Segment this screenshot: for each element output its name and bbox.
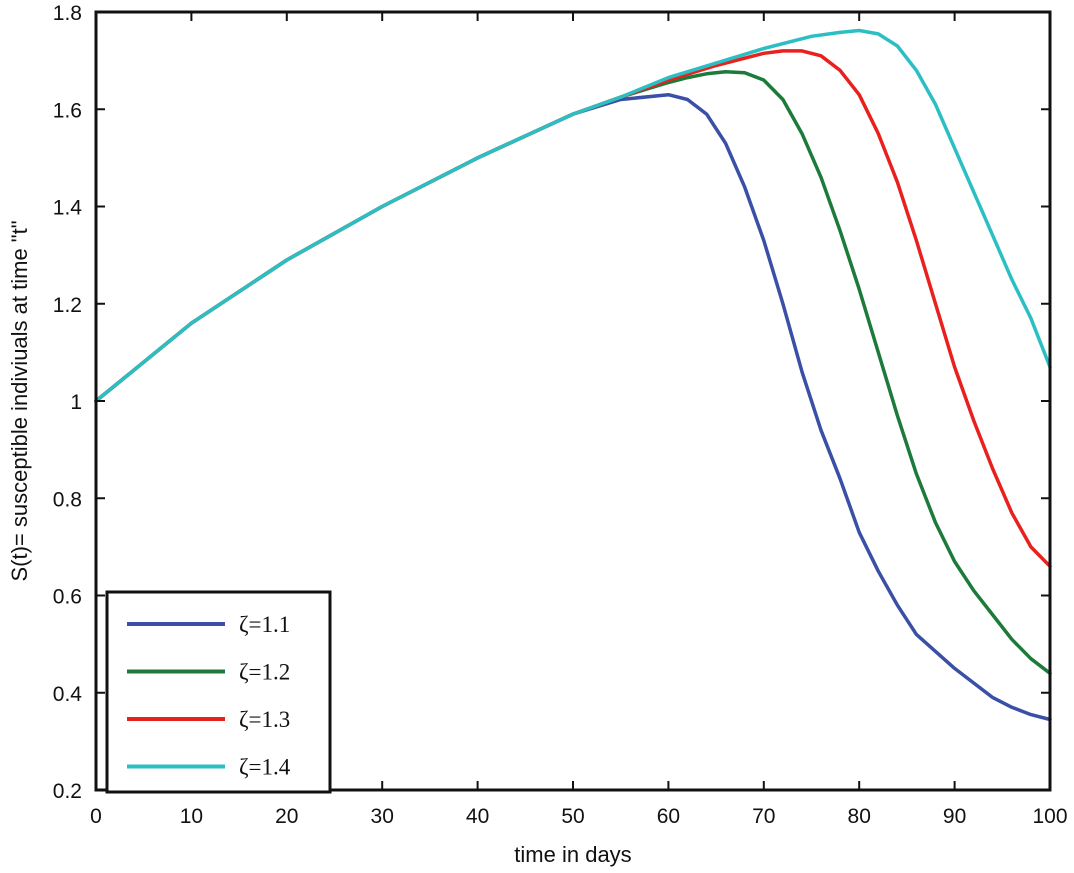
series-group [94, 28, 1052, 722]
x-axis-ticks: 0 10 20 30 40 50 60 70 80 90 100 [90, 12, 1068, 828]
y-tick-label: 1 [70, 391, 82, 414]
x-tick-label: 60 [657, 805, 680, 828]
x-tick-label: 50 [561, 805, 584, 828]
y-axis-ticks: 0.2 0.4 0.6 0.8 1 1.2 1.4 1.6 1.8 [53, 2, 1050, 803]
y-tick-label: 1.8 [53, 2, 82, 25]
legend-label-3: ζ=1.3 [239, 707, 290, 732]
y-axis-label: S(t)= susceptible indiviuals at time "t" [7, 220, 32, 581]
y-tick-label: 1.6 [53, 99, 82, 122]
legend-label-1: ζ=1.1 [239, 612, 290, 637]
x-tick-label: 30 [371, 805, 394, 828]
x-tick-label: 80 [848, 805, 871, 828]
series-line-4 [94, 28, 1052, 403]
y-tick-label: 0.8 [53, 488, 82, 511]
y-tick-label: 0.6 [53, 586, 82, 609]
x-tick-label: 20 [275, 805, 298, 828]
y-tick-label: 0.2 [53, 780, 82, 803]
x-tick-label: 70 [752, 805, 775, 828]
legend-label-2: ζ=1.2 [239, 660, 290, 685]
x-tick-label: 10 [180, 805, 203, 828]
x-tick-label: 40 [466, 805, 489, 828]
legend: ζ=1.1 ζ=1.2 ζ=1.3 ζ=1.4 [105, 590, 332, 794]
x-tick-label: 100 [1032, 805, 1067, 828]
x-tick-label: 90 [943, 805, 966, 828]
x-tick-label: 0 [90, 805, 102, 828]
x-axis-label: time in days [514, 842, 631, 867]
y-tick-label: 1.2 [53, 294, 82, 317]
legend-label-4: ζ=1.4 [239, 755, 291, 780]
y-tick-label: 0.4 [53, 683, 83, 706]
y-tick-label: 1.4 [53, 197, 83, 220]
